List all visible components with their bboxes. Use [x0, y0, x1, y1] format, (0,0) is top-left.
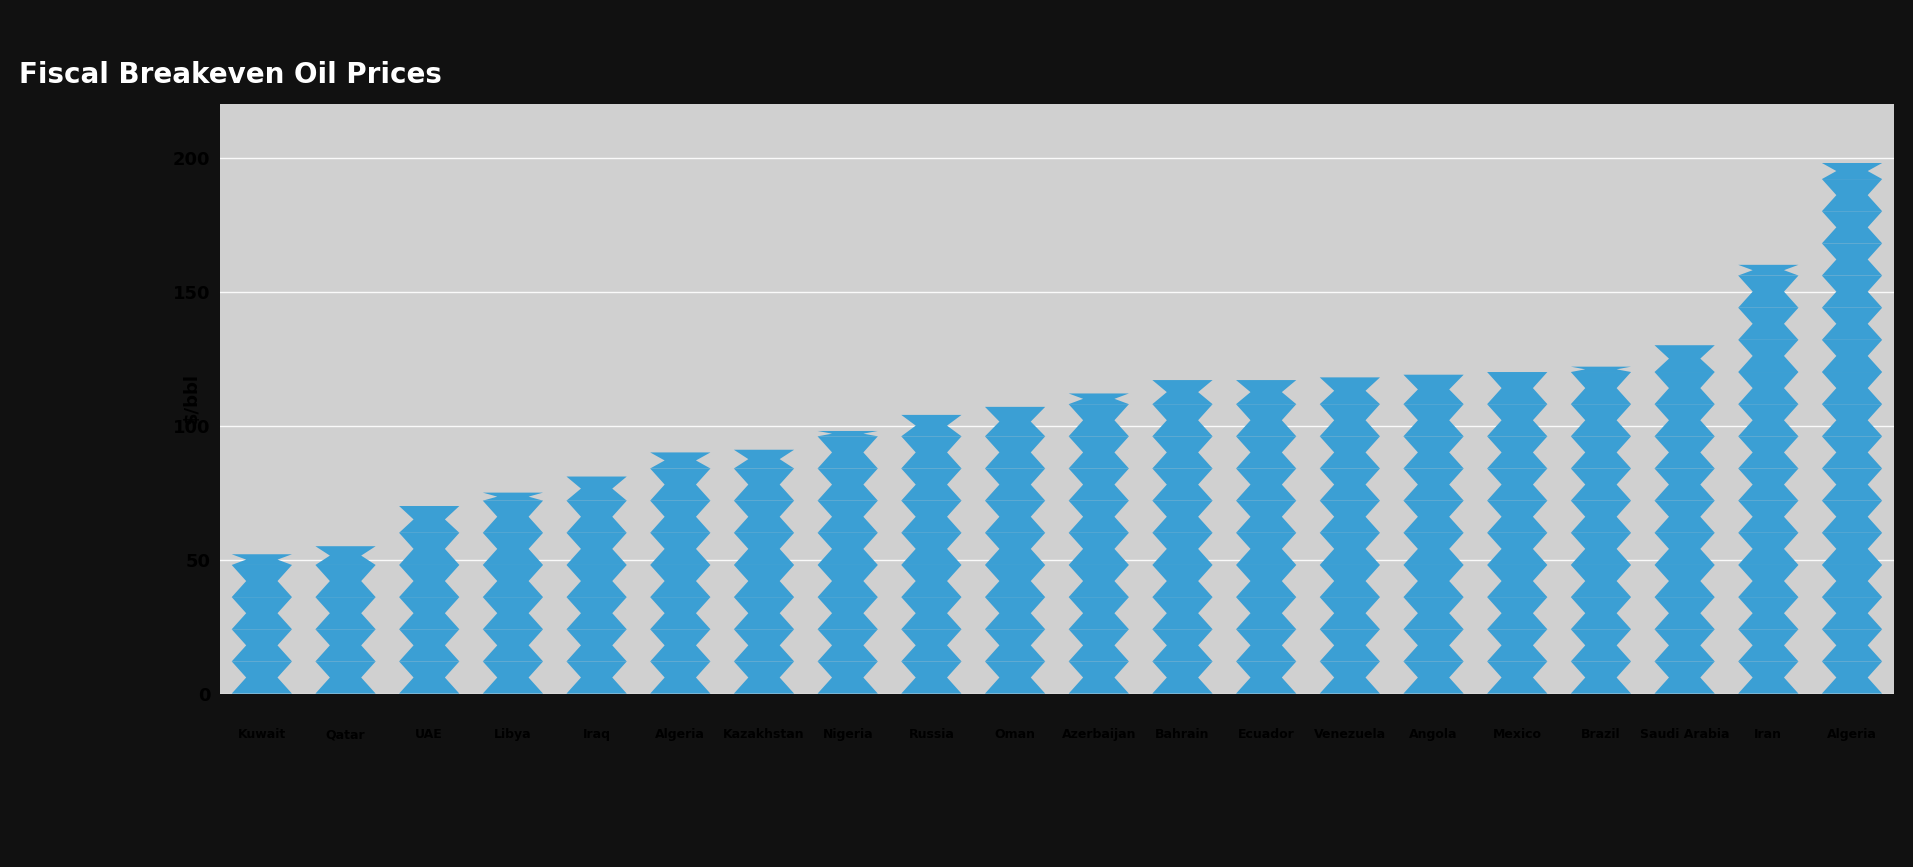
Text: Libya: Libya — [494, 728, 532, 741]
Text: Nigeria: Nigeria — [823, 728, 872, 741]
Text: Mexico: Mexico — [1492, 728, 1542, 741]
Text: Algeria: Algeria — [1827, 728, 1877, 741]
Text: Venezuela: Venezuela — [1314, 728, 1385, 741]
Text: Iraq: Iraq — [583, 728, 610, 741]
Text: Saudi Arabia: Saudi Arabia — [1639, 728, 1729, 741]
Text: $/bbl: $/bbl — [184, 374, 201, 424]
Text: Kuwait: Kuwait — [237, 728, 285, 741]
Text: Oman: Oman — [995, 728, 1035, 741]
Text: Ecuador: Ecuador — [1238, 728, 1295, 741]
Text: Brazil: Brazil — [1582, 728, 1620, 741]
Text: Bahrain: Bahrain — [1155, 728, 1209, 741]
Text: Kazakhstan: Kazakhstan — [723, 728, 805, 741]
Text: Fiscal Breakeven Oil Prices: Fiscal Breakeven Oil Prices — [19, 61, 442, 88]
Text: Russia: Russia — [909, 728, 955, 741]
Text: UAE: UAE — [415, 728, 444, 741]
Text: Algeria: Algeria — [656, 728, 706, 741]
Text: Iran: Iran — [1754, 728, 1783, 741]
Text: Angola: Angola — [1410, 728, 1458, 741]
Text: Azerbaijan: Azerbaijan — [1062, 728, 1136, 741]
Text: Qatar: Qatar — [325, 728, 365, 741]
